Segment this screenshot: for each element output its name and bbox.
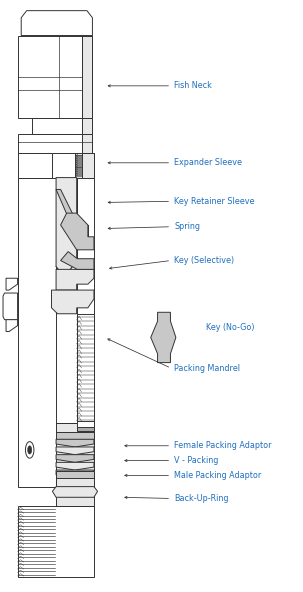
Text: Key (No-Go): Key (No-Go)	[206, 323, 255, 332]
Polygon shape	[61, 213, 94, 250]
Polygon shape	[52, 487, 98, 497]
Bar	[56, 432, 94, 439]
Bar	[82, 36, 92, 118]
Polygon shape	[151, 313, 176, 362]
Bar	[77, 427, 94, 431]
Text: Spring: Spring	[174, 222, 200, 231]
Polygon shape	[6, 278, 18, 290]
Bar	[56, 471, 94, 478]
Polygon shape	[3, 293, 18, 320]
Circle shape	[28, 446, 32, 454]
Circle shape	[25, 442, 34, 458]
Bar	[77, 314, 94, 423]
Bar	[18, 506, 94, 577]
Polygon shape	[61, 252, 94, 269]
Polygon shape	[56, 189, 77, 228]
Text: Male Packing Adaptor: Male Packing Adaptor	[174, 471, 261, 480]
Text: Back-Up-Ring: Back-Up-Ring	[174, 494, 229, 503]
Bar	[82, 118, 92, 134]
Text: Key Retainer Sleeve: Key Retainer Sleeve	[174, 197, 255, 206]
Text: Fish Neck: Fish Neck	[174, 81, 212, 91]
Polygon shape	[21, 11, 92, 36]
Bar	[77, 421, 94, 428]
Polygon shape	[56, 447, 94, 455]
Polygon shape	[56, 439, 94, 447]
Bar	[32, 118, 92, 134]
Bar	[77, 178, 94, 487]
Polygon shape	[52, 290, 94, 314]
Text: Female Packing Adaptor: Female Packing Adaptor	[174, 441, 272, 451]
Bar	[56, 423, 94, 506]
Bar	[18, 178, 56, 487]
Bar	[82, 153, 94, 178]
Bar	[18, 134, 92, 153]
Polygon shape	[6, 320, 18, 332]
Polygon shape	[56, 462, 94, 470]
Text: Packing Mandrel: Packing Mandrel	[174, 363, 240, 373]
Polygon shape	[56, 470, 94, 478]
Bar	[82, 134, 92, 153]
Bar	[75, 153, 94, 178]
Polygon shape	[56, 269, 94, 290]
Text: Expander Sleeve: Expander Sleeve	[174, 158, 242, 168]
Bar	[18, 36, 92, 118]
Text: Key (Selective): Key (Selective)	[174, 256, 234, 265]
Polygon shape	[56, 455, 94, 462]
Polygon shape	[56, 178, 77, 272]
Text: V - Packing: V - Packing	[174, 456, 218, 465]
Bar	[18, 153, 52, 178]
